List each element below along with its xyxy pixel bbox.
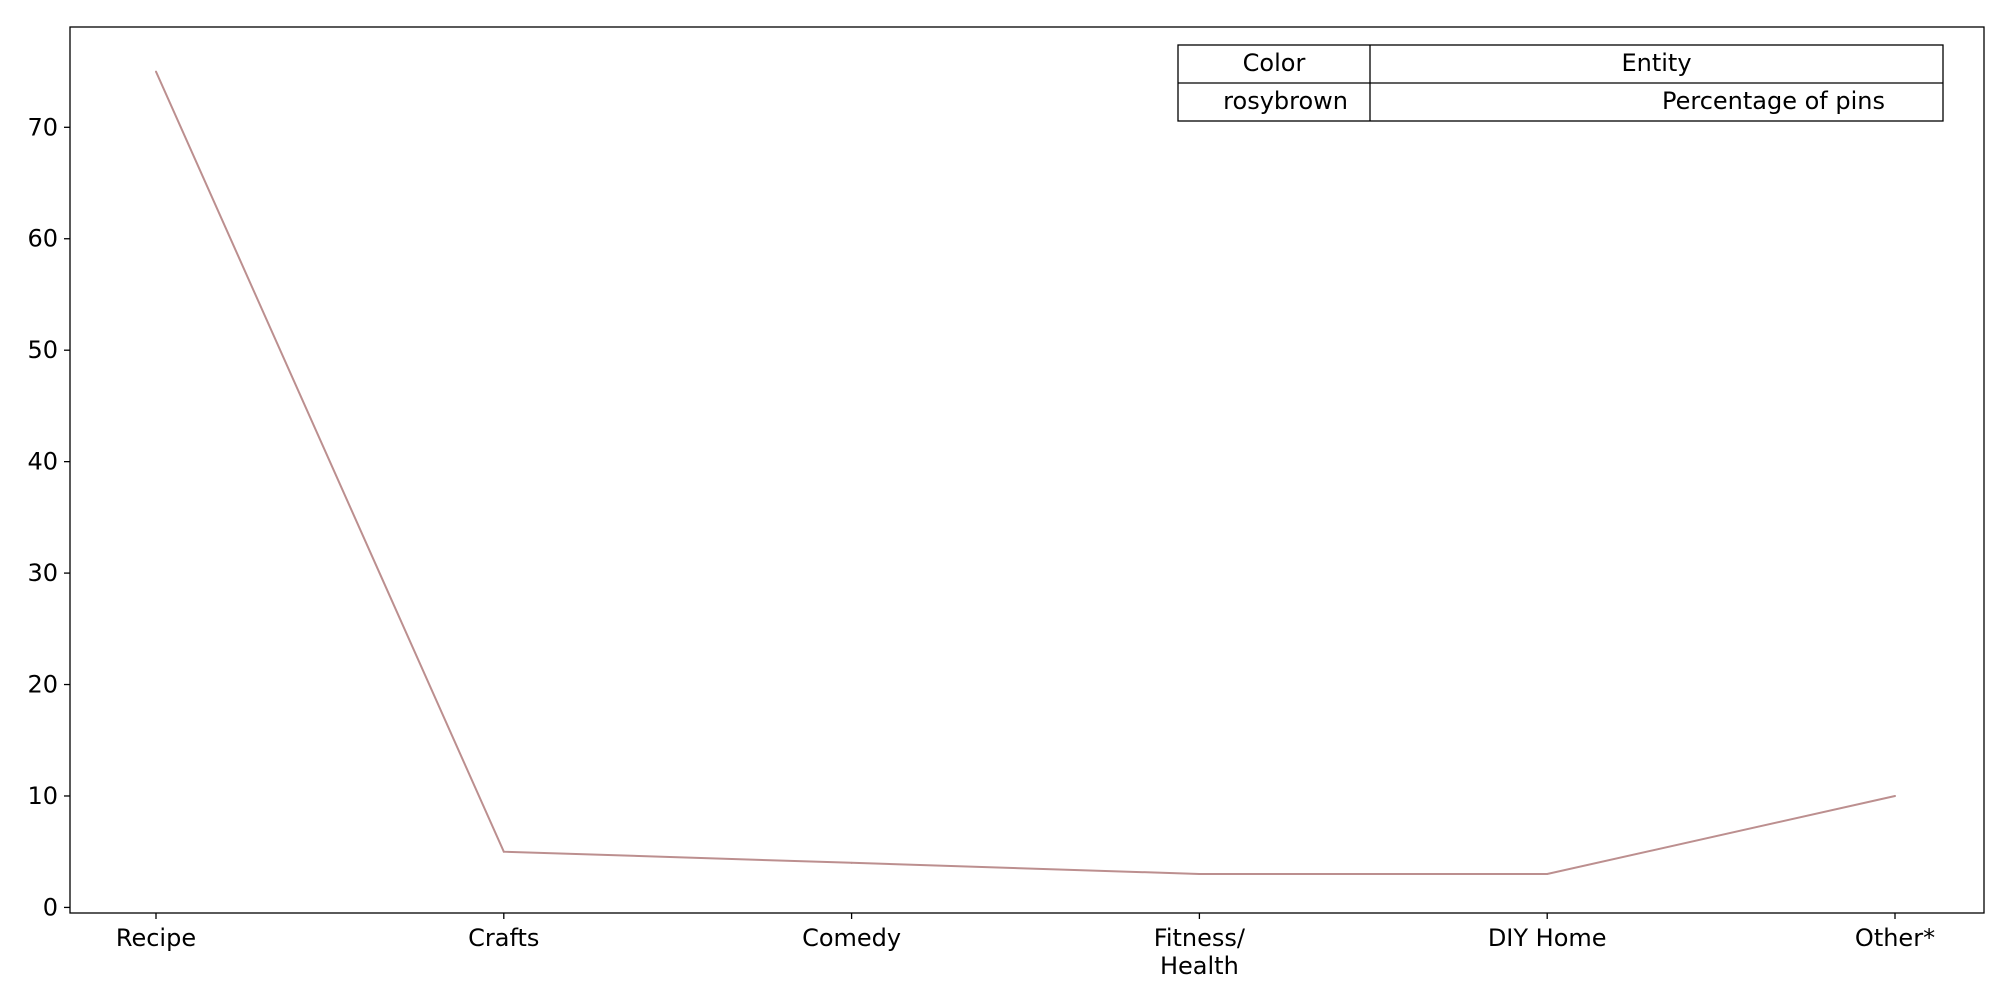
plot-area: [69, 26, 1985, 914]
legend-header-entity: Entity: [1621, 49, 1691, 77]
legend-color-cell: rosybrown: [1223, 87, 1348, 115]
series-line: [155, 71, 1896, 875]
legend-header-color: Color: [1243, 49, 1306, 77]
x-tick-label: Comedy: [802, 924, 901, 952]
data-point: [502, 850, 505, 853]
data-point: [1198, 872, 1201, 875]
legend-entity-cell: Percentage of pins: [1662, 87, 1885, 115]
series-layer: [155, 70, 1896, 875]
data-point: [1546, 872, 1549, 875]
y-tick-label: 60: [27, 225, 58, 253]
x-tick-label: Recipe: [116, 924, 196, 952]
x-tick-label: Crafts: [468, 924, 539, 952]
y-tick-label: 20: [27, 671, 58, 699]
legend-table: Color Entity rosybrown Percentage of pins: [1177, 44, 1944, 122]
y-tick-label: 40: [27, 448, 58, 476]
x-axis: Recipe Crafts Comedy Fitness/Health DIY Home…: [116, 913, 1935, 980]
y-axis: 0 10 20 30 40 50 60 70: [27, 113, 70, 921]
data-point: [155, 70, 157, 73]
y-tick-label: 50: [27, 336, 58, 364]
data-point: [850, 861, 853, 864]
y-tick-label: 0: [43, 893, 58, 921]
y-tick-label: 70: [27, 113, 58, 141]
y-tick-label: 30: [27, 559, 58, 587]
x-tick-label: Fitness/Health: [1154, 924, 1246, 980]
x-tick-label: DIY Home: [1488, 924, 1607, 952]
data-point: [1894, 794, 1896, 797]
x-tick-label: Other*: [1855, 924, 1935, 952]
y-tick-label: 10: [27, 782, 58, 810]
